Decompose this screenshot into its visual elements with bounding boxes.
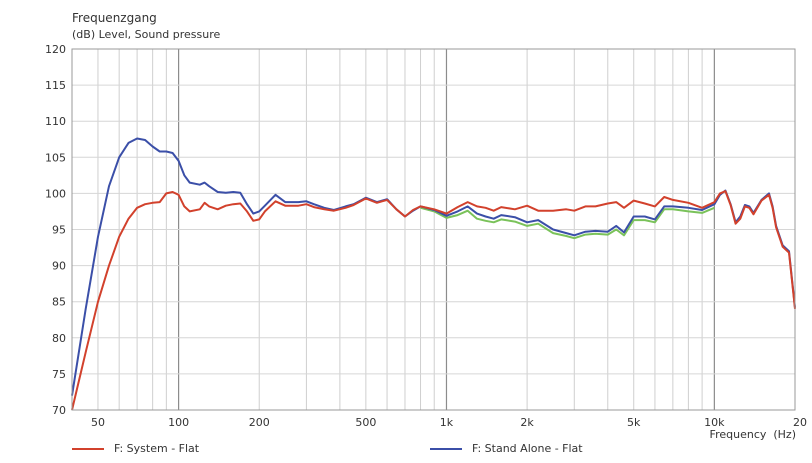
series-lines (71, 137, 796, 411)
y-tick-label: 90 (52, 260, 66, 273)
x-tick-label: 1k (440, 416, 454, 429)
tick-labels: 70 75 80 85 90 95 100 105 110 115 120 50 100 200 500 1k… (45, 43, 807, 429)
y-tick-label: 120 (45, 43, 66, 56)
y-tick-label: 95 (52, 224, 66, 237)
grid (71, 48, 796, 411)
series-line-1 (71, 190, 796, 411)
y-tick-label: 105 (45, 151, 66, 164)
y-tick-label: 100 (45, 187, 66, 200)
legend-item-stand-alone: F: Stand Alone - Flat (430, 442, 583, 455)
y-axis-caption: (dB) Level, Sound pressure (72, 28, 221, 41)
x-tick-label: 5k (627, 416, 641, 429)
y-tick-label: 80 (52, 332, 66, 345)
plot-border (71, 48, 796, 411)
x-tick-label: 100 (168, 416, 189, 429)
series-line-2 (420, 206, 715, 240)
legend-swatch-system (72, 447, 104, 450)
x-tick-label: 50 (91, 416, 105, 429)
legend-swatch-stand-alone (430, 447, 462, 450)
y-tick-label: 75 (52, 368, 66, 381)
chart-title: Frequenzgang (72, 11, 157, 25)
frequency-response-chart: 70 75 80 85 90 95 100 105 110 115 120 50 100 200 500 1k… (45, 43, 807, 429)
legend-label-stand-alone: F: Stand Alone - Flat (472, 442, 583, 455)
x-tick-label: 20 (793, 416, 807, 429)
y-tick-label: 70 (52, 404, 66, 417)
x-tick-label: 200 (249, 416, 270, 429)
y-tick-label: 85 (52, 296, 66, 309)
y-tick-label: 115 (45, 79, 66, 92)
x-tick-label: 500 (355, 416, 376, 429)
x-tick-label: 10k (704, 416, 725, 429)
legend-label-system: F: System - Flat (114, 442, 200, 455)
y-tick-label: 110 (45, 115, 66, 128)
legend-item-system: F: System - Flat (72, 442, 199, 455)
series-line-0 (71, 137, 796, 396)
x-tick-label: 2k (520, 416, 534, 429)
x-axis-label: Frequency (Hz) (709, 428, 796, 441)
